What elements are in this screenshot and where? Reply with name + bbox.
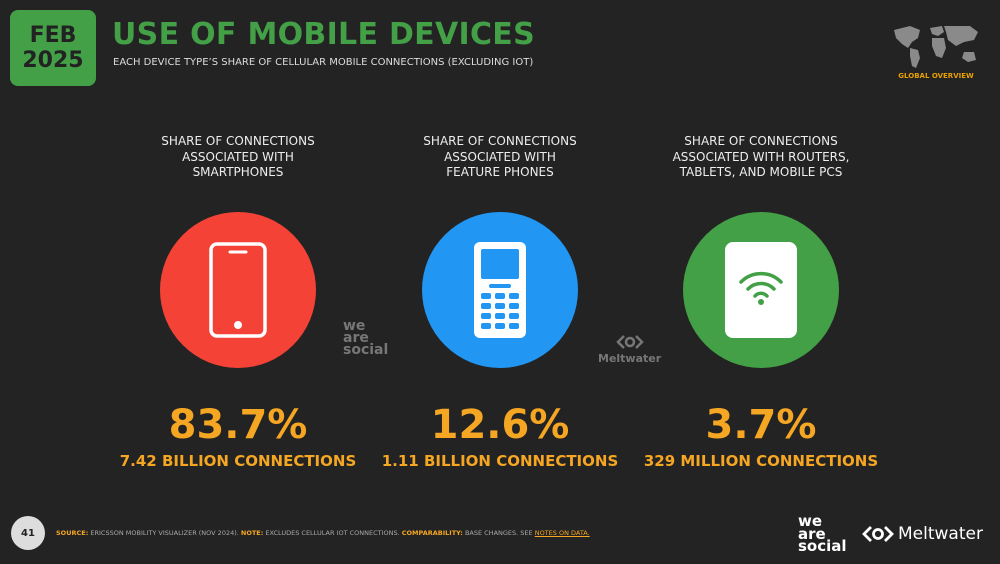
page-title: USE OF MOBILE DEVICES: [112, 17, 535, 52]
meltwater-watermark: Meltwater: [598, 335, 661, 365]
heading-line: ASSOCIATED WITH ROUTERS,: [672, 149, 850, 164]
feature-phone-circle: [422, 212, 578, 368]
column-heading: SHARE OF CONNECTIONS ASSOCIATED WITH SMA…: [108, 134, 368, 194]
heading-line: SMARTPHONES: [192, 165, 284, 179]
badge-year: 2025: [22, 48, 84, 73]
source-footnote: SOURCE: ERICSSON MOBILITY VISUALIZER (NO…: [56, 529, 590, 537]
logo-line: we: [798, 512, 823, 530]
routers-tablets-column: SHARE OF CONNECTIONS ASSOCIATED WITH ROU…: [631, 134, 891, 470]
footer-key: SOURCE:: [56, 529, 89, 537]
page-number: 41: [11, 516, 45, 550]
feature-phones-column: SHARE OF CONNECTIONS ASSOCIATED WITH FEA…: [370, 134, 630, 470]
we-are-social-logo: we are social: [798, 512, 847, 555]
smartphone-circle: [160, 212, 316, 368]
watermark-text: Meltwater: [598, 352, 662, 365]
footer-text: ERICSSON MOBILITY VISUALIZER (NOV 2024).: [88, 529, 241, 537]
share-value: 12.6%: [430, 402, 570, 448]
logo-line: social: [798, 537, 847, 555]
share-value: 83.7%: [168, 402, 308, 448]
meltwater-logo-icon: [862, 526, 894, 542]
connections-value: 7.42 BILLION CONNECTIONS: [119, 452, 357, 470]
logo-line: are: [798, 524, 826, 543]
footer-text: EXCLUDES CELLULAR IOT CONNECTIONS.: [263, 529, 402, 537]
heading-line: ASSOCIATED WITH: [444, 149, 556, 164]
share-value: 3.7%: [705, 402, 817, 448]
we-are-social-watermark: we are social: [343, 318, 389, 358]
router-tablet-icon: [725, 242, 797, 338]
logo-text: Meltwater: [898, 524, 983, 544]
feature-phone-icon: [474, 242, 526, 338]
heading-line: SHARE OF CONNECTIONS: [161, 134, 315, 148]
meltwater-logo: Meltwater: [862, 524, 983, 544]
region-label: GLOBAL OVERVIEW: [898, 72, 974, 80]
date-badge: FEB 2025: [10, 10, 96, 86]
connections-value: 1.11 BILLION CONNECTIONS: [381, 452, 619, 470]
column-heading: SHARE OF CONNECTIONS ASSOCIATED WITH ROU…: [631, 134, 891, 194]
heading-line: SHARE OF CONNECTIONS: [423, 134, 577, 148]
watermark-line: we: [343, 318, 366, 334]
heading-line: TABLETS, AND MOBILE PCS: [679, 165, 843, 179]
heading-line: ASSOCIATED WITH: [182, 149, 294, 164]
smartphone-icon: [209, 242, 267, 338]
watermark-line: social: [343, 342, 389, 358]
heading-line: FEATURE PHONES: [446, 165, 554, 179]
connections-value: 329 MILLION CONNECTIONS: [643, 452, 879, 470]
notes-on-data-link[interactable]: NOTES ON DATA.: [534, 529, 590, 537]
heading-line: SHARE OF CONNECTIONS: [684, 134, 838, 148]
watermark-line: are: [343, 330, 369, 346]
footer-text: BASE CHANGES. SEE: [462, 529, 535, 537]
smartphones-column: SHARE OF CONNECTIONS ASSOCIATED WITH SMA…: [108, 134, 368, 470]
footer-key: NOTE:: [240, 529, 264, 537]
badge-month: FEB: [29, 23, 77, 48]
meltwater-logo-icon: [615, 335, 644, 349]
world-map-icon: [894, 26, 978, 68]
footer-key: COMPARABILITY:: [401, 529, 463, 537]
router-tablet-circle: [683, 212, 839, 368]
page-subtitle: EACH DEVICE TYPE’S SHARE OF CELLULAR MOB…: [113, 57, 534, 68]
column-heading: SHARE OF CONNECTIONS ASSOCIATED WITH FEA…: [370, 134, 630, 194]
